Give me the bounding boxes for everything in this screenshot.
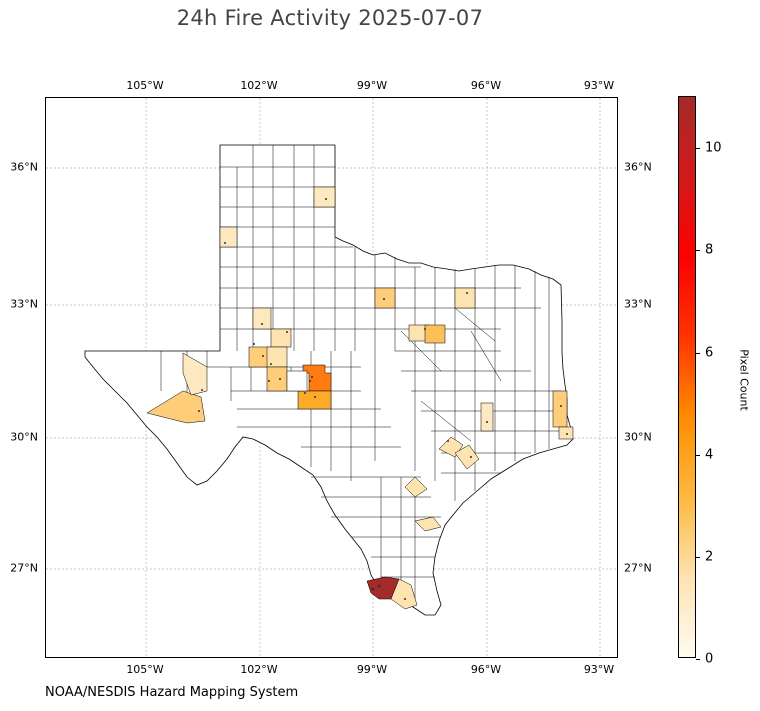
lat-tick-left: 27°N (10, 561, 38, 575)
county-fire-1 (558, 426, 574, 440)
lon-tick-top: 99°W (356, 79, 388, 92)
county-fire-1 (252, 307, 272, 330)
colorbar-tick: 0 (705, 651, 714, 667)
county-fire-1 (404, 476, 428, 498)
lat-tick-right: 30°N (624, 430, 652, 444)
lat-tick-right: 27°N (624, 561, 652, 575)
map-title: 24h Fire Activity 2025-07-07 (176, 6, 484, 30)
lon-tick-top: 96°W (470, 79, 502, 92)
county-fire-1 (454, 444, 480, 470)
county-fire-1 (182, 352, 208, 396)
fire-counties (146, 186, 574, 610)
lon-tick-top: 102°W (240, 79, 278, 92)
lon-tick-bottom: 96°W (470, 663, 502, 676)
lon-tick-top: 93°W (583, 79, 615, 92)
county-fire-2 (266, 366, 288, 392)
county-fire-3 (297, 390, 332, 410)
county-fire-1 (270, 328, 292, 348)
county-fire-1 (454, 287, 476, 309)
county-gap (286, 370, 308, 392)
colorbar-label: Pixel Count (737, 349, 751, 411)
lon-tick-bottom: 102°W (240, 663, 278, 676)
county-fire-2 (146, 390, 206, 424)
county-fire-2 (424, 324, 446, 344)
county-fire-1 (390, 578, 418, 610)
lat-tick-right: 33°N (624, 297, 652, 311)
county-fire-1 (313, 186, 336, 208)
lat-tick-left: 36°N (10, 160, 38, 174)
lat-tick-left: 30°N (10, 430, 38, 444)
texas-map (46, 98, 617, 657)
colorbar (678, 96, 696, 658)
lon-tick-top: 105°W (126, 79, 164, 92)
county-fire-1 (414, 516, 442, 532)
county-fire-1 (480, 402, 494, 432)
county-fire-1 (219, 226, 238, 248)
lat-tick-left: 33°N (10, 297, 38, 311)
fire-detections (198, 198, 568, 600)
lat-tick-right: 36°N (624, 160, 652, 174)
colorbar-tick: 8 (705, 242, 714, 258)
colorbar-tick: 2 (705, 549, 714, 565)
lon-tick-bottom: 93°W (583, 663, 615, 676)
county-fire-2 (552, 390, 568, 428)
colorbar-tick: 6 (705, 345, 714, 361)
colorbar-tick: 4 (705, 447, 714, 463)
source-credit: NOAA/NESDIS Hazard Mapping System (45, 685, 299, 700)
map-frame (45, 97, 618, 658)
lon-tick-bottom: 105°W (126, 663, 164, 676)
county-fire-2 (374, 287, 396, 309)
colorbar-tick: 10 (705, 140, 722, 156)
lon-tick-bottom: 99°W (356, 663, 388, 676)
